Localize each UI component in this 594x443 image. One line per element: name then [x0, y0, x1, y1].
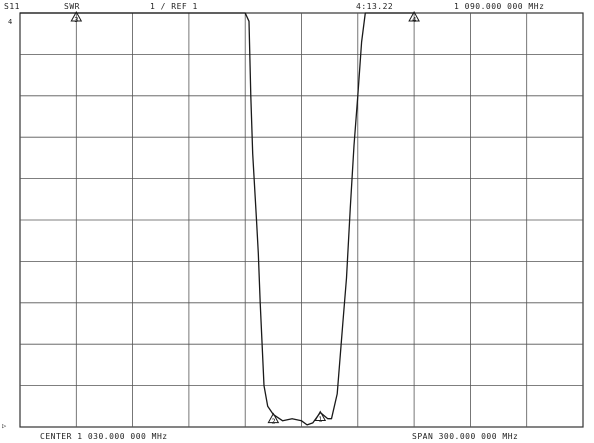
marker-number: 3 [74, 16, 78, 24]
marker-number: 4 [412, 16, 416, 24]
marker-3: 3 [70, 10, 83, 24]
center-frequency: CENTER 1 030.000 000 MHz [40, 432, 168, 441]
scale-label: 1 / REF 1 [150, 2, 198, 11]
reference-line-mark: 4 [8, 18, 12, 26]
marker-triangle [314, 410, 327, 422]
marker-number: 1 [318, 416, 322, 424]
format-label: SWR [64, 2, 80, 11]
marker-2: 2 [267, 412, 280, 426]
trace-layer [20, 12, 415, 426]
marker-triangle [70, 10, 83, 22]
marker-4: 4 [408, 10, 420, 24]
marker-1: 1 [314, 410, 327, 424]
marker-readout: 4:13.22 [356, 2, 393, 11]
graticule [19, 12, 584, 428]
marker-number: 2 [271, 418, 275, 426]
marker-triangle [408, 10, 420, 22]
marker-layer: 1 2 3 4 [70, 10, 420, 426]
swr-trace [20, 12, 415, 426]
channel-label: S11 [4, 2, 20, 11]
marker-triangle [267, 412, 280, 424]
span-frequency: SPAN 300.000 000 MHz [412, 432, 518, 441]
marker-frequency: 1 090.000 000 MHz [454, 2, 544, 11]
reference-pointer-mark: ▷ [2, 422, 7, 430]
